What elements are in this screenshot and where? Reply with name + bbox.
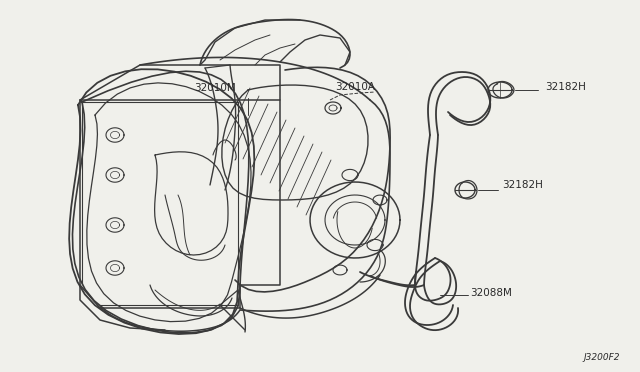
Text: 32182H: 32182H — [545, 82, 586, 92]
Text: 32182H: 32182H — [502, 180, 543, 190]
Text: 32088M: 32088M — [470, 288, 512, 298]
Text: 32010A: 32010A — [335, 82, 375, 92]
Text: 32010M: 32010M — [194, 83, 236, 93]
Text: J3200F2: J3200F2 — [584, 353, 620, 362]
